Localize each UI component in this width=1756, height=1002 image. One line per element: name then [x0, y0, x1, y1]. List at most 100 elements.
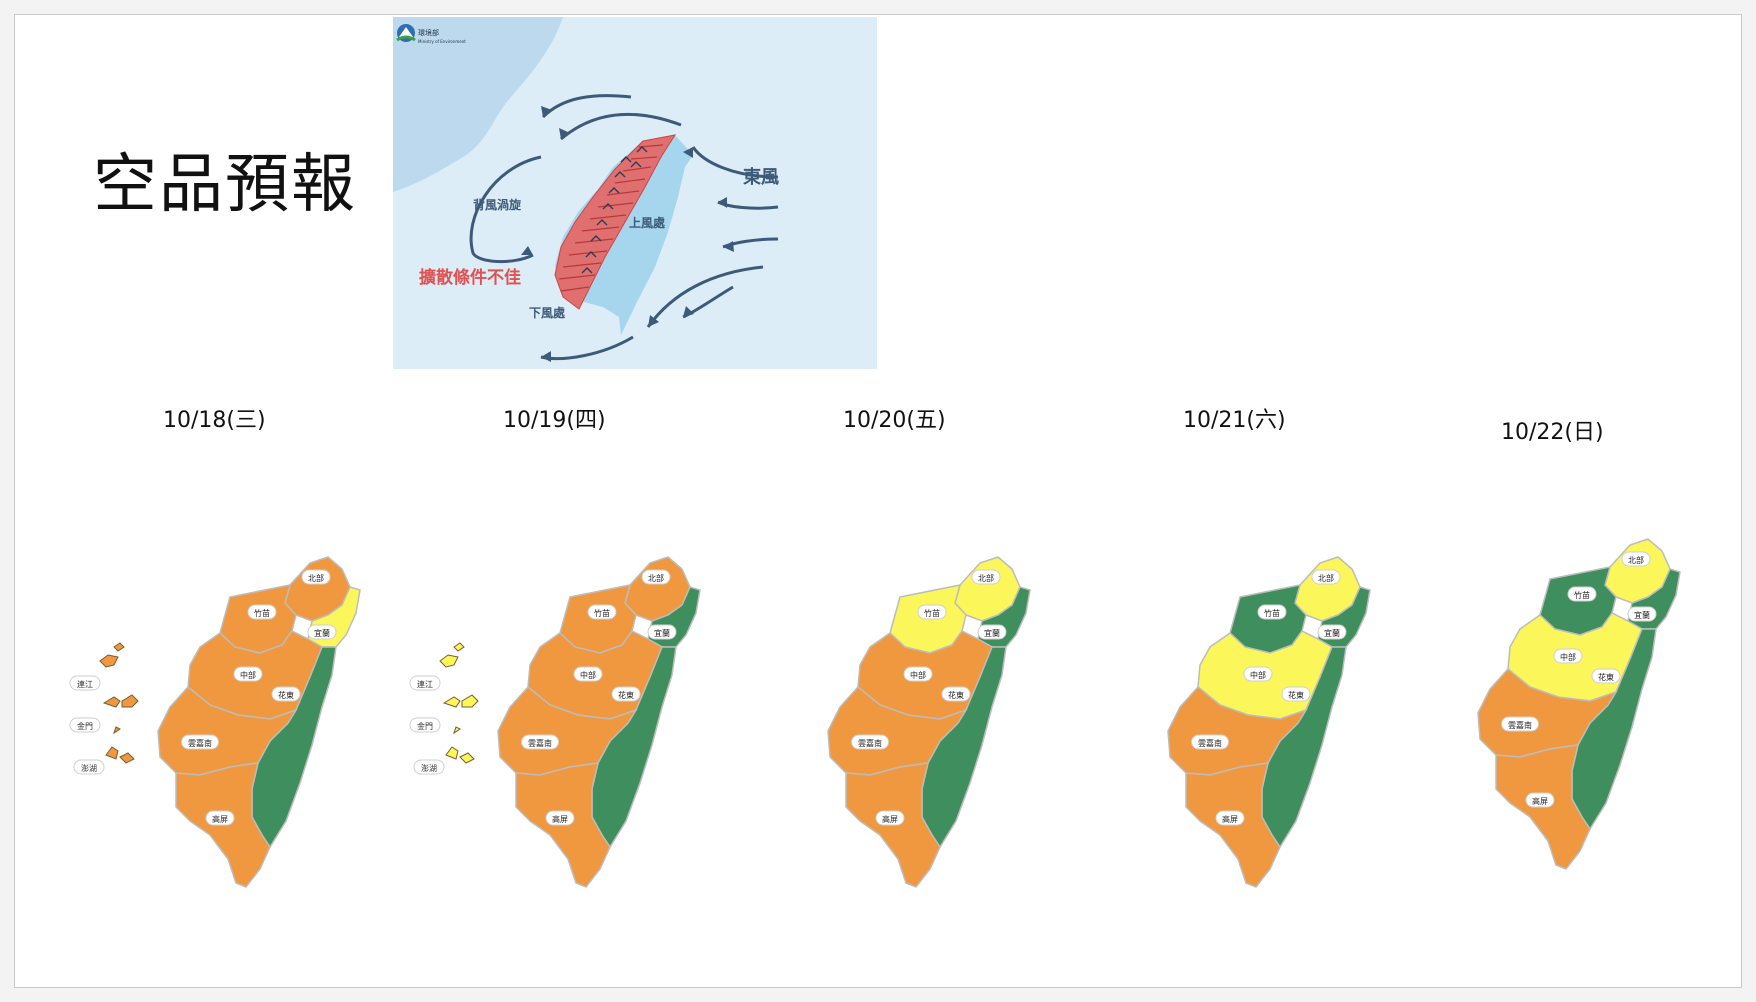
svg-text:中部: 中部 [1250, 670, 1266, 680]
svg-text:花東: 花東 [1288, 690, 1304, 700]
svg-text:花東: 花東 [1598, 672, 1614, 682]
region-label-zhumiao: 竹苗 [1257, 604, 1287, 620]
svg-text:澎湖: 澎湖 [81, 763, 97, 773]
svg-text:竹苗: 竹苗 [594, 608, 610, 618]
svg-text:竹苗: 竹苗 [1574, 590, 1590, 600]
region-label-yilan: 宜蘭 [977, 624, 1007, 640]
region-label-north: 北部 [641, 569, 671, 585]
island-matsu [99, 642, 125, 668]
windward-label: 上風處 [629, 215, 665, 230]
region-label-yilan: 宜蘭 [1627, 606, 1657, 622]
east-wind-label: 東風 [743, 166, 779, 188]
svg-text:Ministry of Environment: Ministry of Environment [418, 39, 466, 44]
region-label-yilan: 宜蘭 [307, 624, 337, 640]
svg-text:雲嘉南: 雲嘉南 [188, 738, 212, 748]
forecast-map-2: 連江金門澎湖 北部竹苗宜蘭中部花東雲嘉南高屏 [400, 505, 720, 965]
china-coast [393, 17, 563, 192]
svg-text:竹苗: 竹苗 [254, 608, 270, 618]
svg-text:北部: 北部 [1628, 555, 1644, 565]
svg-text:高屏: 高屏 [1222, 814, 1238, 824]
svg-text:宜蘭: 宜蘭 [654, 628, 670, 638]
region-label-zhumiao: 竹苗 [1567, 586, 1597, 602]
region-label-north: 北部 [1311, 569, 1341, 585]
region-label-hualien-taitung: 花東 [1281, 686, 1311, 702]
island-penghu [445, 726, 475, 764]
region-label-yunjianan: 雲嘉南 [1501, 716, 1539, 732]
svg-text:中部: 中部 [580, 670, 596, 680]
island-kinmen [442, 694, 479, 708]
forecast-map-5: 北部竹苗宜蘭中部花東雲嘉南高屏 [1380, 487, 1700, 947]
island-label-matsu: 連江 [409, 675, 441, 691]
region-label-yunjianan: 雲嘉南 [1191, 734, 1229, 750]
day-label-3: 10/20(五) [843, 408, 946, 433]
island-matsu [439, 642, 465, 668]
island-penghu [105, 726, 135, 764]
svg-text:高屏: 高屏 [552, 814, 568, 824]
region-label-north: 北部 [1621, 551, 1651, 567]
svg-text:宜蘭: 宜蘭 [984, 628, 1000, 638]
lee-vortex-label: 背風渦旋 [473, 197, 522, 212]
region-label-central: 中部 [903, 666, 933, 682]
island-label-penghu: 澎湖 [413, 759, 445, 775]
region-label-kaoping: 高屏 [545, 810, 575, 826]
svg-text:雲嘉南: 雲嘉南 [858, 738, 882, 748]
svg-text:中部: 中部 [1560, 652, 1576, 662]
region-label-central: 中部 [1243, 666, 1273, 682]
svg-text:竹苗: 竹苗 [924, 608, 940, 618]
region-label-kaoping: 高屏 [1525, 792, 1555, 808]
svg-text:中部: 中部 [910, 670, 926, 680]
svg-text:高屏: 高屏 [212, 814, 228, 824]
svg-text:雲嘉南: 雲嘉南 [1198, 738, 1222, 748]
region-label-central: 中部 [573, 666, 603, 682]
region-label-hualien-taitung: 花東 [611, 686, 641, 702]
svg-text:雲嘉南: 雲嘉南 [1508, 720, 1532, 730]
region-label-yunjianan: 雲嘉南 [851, 734, 889, 750]
logo-text: 環境部 [418, 28, 439, 37]
forecast-map-1: 連江金門澎湖 北部竹苗宜蘭中部花東雲嘉南高屏 [60, 505, 380, 965]
region-label-kaoping: 高屏 [205, 810, 235, 826]
island-label-kinmen: 金門 [69, 717, 101, 733]
poor-dispersion-label: 擴散條件不佳 [419, 267, 521, 288]
region-label-yilan: 宜蘭 [1317, 624, 1347, 640]
svg-text:連江: 連江 [77, 679, 93, 689]
region-label-hualien-taitung: 花東 [1591, 668, 1621, 684]
svg-text:雲嘉南: 雲嘉南 [528, 738, 552, 748]
svg-text:澎湖: 澎湖 [421, 763, 437, 773]
svg-text:北部: 北部 [1318, 573, 1334, 583]
region-label-north: 北部 [971, 569, 1001, 585]
region-label-kaoping: 高屏 [875, 810, 905, 826]
svg-text:花東: 花東 [278, 690, 294, 700]
day-label-2: 10/19(四) [503, 408, 606, 433]
poor-dispersion-band [554, 134, 677, 310]
region-label-hualien-taitung: 花東 [941, 686, 971, 702]
wind-diagram: 環境部 Ministry of Environment [393, 17, 877, 369]
svg-text:高屏: 高屏 [1532, 796, 1548, 806]
svg-text:竹苗: 竹苗 [1264, 608, 1280, 618]
forecast-map-3: 北部竹苗宜蘭中部花東雲嘉南高屏 [730, 505, 1050, 965]
island-label-kinmen: 金門 [409, 717, 441, 733]
region-label-yilan: 宜蘭 [647, 624, 677, 640]
svg-text:北部: 北部 [648, 573, 664, 583]
region-label-zhumiao: 竹苗 [247, 604, 277, 620]
region-label-yunjianan: 雲嘉南 [181, 734, 219, 750]
svg-text:宜蘭: 宜蘭 [314, 628, 330, 638]
moenv-logo: 環境部 Ministry of Environment [396, 24, 466, 44]
day-label-1: 10/18(三) [163, 408, 266, 433]
region-label-zhumiao: 竹苗 [917, 604, 947, 620]
svg-text:中部: 中部 [240, 670, 256, 680]
leeward-label: 下風處 [529, 305, 565, 320]
island-kinmen [102, 694, 139, 708]
region-label-north: 北部 [301, 569, 331, 585]
region-label-hualien-taitung: 花東 [271, 686, 301, 702]
region-label-kaoping: 高屏 [1215, 810, 1245, 826]
svg-text:連江: 連江 [417, 679, 433, 689]
island-label-matsu: 連江 [69, 675, 101, 691]
svg-text:北部: 北部 [978, 573, 994, 583]
svg-text:北部: 北部 [308, 573, 324, 583]
region-label-yunjianan: 雲嘉南 [521, 734, 559, 750]
